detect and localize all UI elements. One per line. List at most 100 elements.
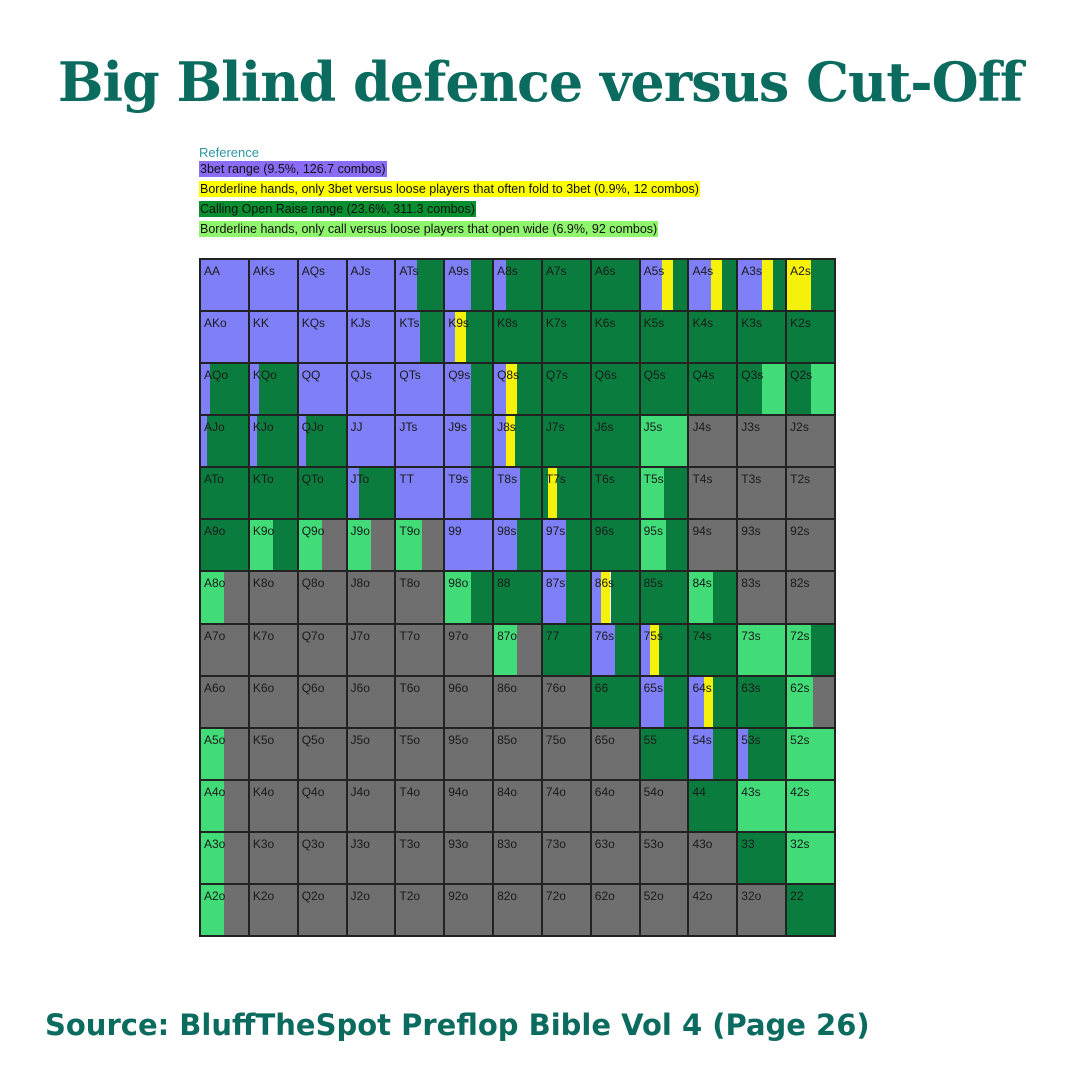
range-segment xyxy=(640,312,688,363)
hand-label: T6s xyxy=(594,472,615,487)
range-segment xyxy=(249,520,274,571)
range-segment xyxy=(640,624,650,675)
hand-cell-Q3o: Q3o xyxy=(297,831,347,884)
hand-label: JJ xyxy=(350,420,363,435)
hand-label: Q6s xyxy=(594,368,617,383)
hand-cell-84o: 84o xyxy=(493,779,542,832)
hand-cell-K2o: K2o xyxy=(248,883,298,936)
hand-cell-J3o: J3o xyxy=(346,831,396,884)
range-segment xyxy=(591,520,639,571)
range-segment xyxy=(640,832,688,883)
range-segment xyxy=(466,312,493,363)
range-segment xyxy=(542,468,548,519)
hand-range-grid: AA AKs AQs AJs ATs A9s A8s A7s A6s A5s A4s A3s A2s AK… xyxy=(199,258,836,937)
range-segment xyxy=(664,468,688,519)
range-segment xyxy=(689,676,704,727)
hand-cell-J2o: J2o xyxy=(346,883,396,936)
hand-label: 96o xyxy=(448,680,469,695)
hand-cell-K6s: K6s xyxy=(590,311,640,364)
hand-label: 63s xyxy=(741,680,761,695)
hand-cell-75o: 75o xyxy=(541,727,591,780)
range-segment xyxy=(396,364,444,415)
hand-label: Q6o xyxy=(301,680,325,695)
hand-cell-65s: 65s xyxy=(639,675,689,728)
hand-label: 74s xyxy=(692,628,712,643)
hand-cell-KQs: KQs xyxy=(297,311,347,364)
hand-cell-K3o: K3o xyxy=(248,831,298,884)
range-segment xyxy=(738,728,748,779)
hand-cell-T2o: T2o xyxy=(395,883,445,936)
range-segment xyxy=(370,520,395,571)
hand-label: KK xyxy=(252,316,269,331)
hand-label: A7s xyxy=(545,264,567,278)
range-segment xyxy=(298,260,346,311)
range-segment xyxy=(298,364,346,415)
hand-cell-66: 66 xyxy=(590,675,640,728)
range-segment xyxy=(347,572,395,623)
hand-label: 98o xyxy=(448,576,469,591)
range-segment xyxy=(722,260,737,311)
range-segment xyxy=(787,312,834,363)
range-segment xyxy=(787,884,834,935)
range-segment xyxy=(542,364,590,415)
hand-label: Q8s xyxy=(497,368,520,383)
hand-label: 83o xyxy=(497,836,518,851)
range-segment xyxy=(591,624,616,675)
hand-cell-77: 77 xyxy=(541,623,591,676)
hand-label: T8s xyxy=(497,472,518,487)
hand-label: AA xyxy=(204,264,221,278)
hand-cell-K4o: K4o xyxy=(248,779,298,832)
range-segment xyxy=(201,676,248,727)
range-segment xyxy=(738,780,786,831)
hand-cell-52o: 52o xyxy=(639,883,689,936)
hand-cell-Q4s: Q4s xyxy=(688,363,738,416)
range-segment xyxy=(640,260,662,311)
hand-cell-72s: 72s xyxy=(786,623,835,676)
range-segment xyxy=(591,572,602,623)
hand-cell-54o: 54o xyxy=(639,779,689,832)
hand-label: Q2o xyxy=(301,888,325,903)
hand-cell-73s: 73s xyxy=(737,623,787,676)
hand-cell-Q9o: Q9o xyxy=(297,519,347,572)
range-segment xyxy=(494,676,541,727)
hand-label: AJo xyxy=(204,420,225,435)
hand-cell-T2s: T2s xyxy=(786,467,835,520)
hand-label: J5o xyxy=(350,732,370,747)
range-segment xyxy=(615,624,639,675)
range-segment xyxy=(298,624,346,675)
hand-cell-74o: 74o xyxy=(541,779,591,832)
range-segment xyxy=(515,416,541,467)
hand-label: K2o xyxy=(252,888,275,903)
range-segment xyxy=(445,832,493,883)
hand-cell-94s: 94s xyxy=(688,519,738,572)
hand-label: 93s xyxy=(741,524,761,539)
hand-cell-J9o: J9o xyxy=(346,519,396,572)
range-segment xyxy=(787,676,813,727)
hand-cell-A9o: A9o xyxy=(200,519,249,572)
hand-label: Q5o xyxy=(301,732,325,747)
source-credit: Source: BluffTheSpot Preflop Bible Vol 4… xyxy=(45,1008,870,1042)
hand-label: ATo xyxy=(204,472,224,487)
range-segment xyxy=(298,728,346,779)
hand-label: 52o xyxy=(643,888,664,903)
hand-label: 72s xyxy=(790,628,810,643)
range-segment xyxy=(517,520,541,571)
range-segment xyxy=(249,728,297,779)
hand-cell-44: 44 xyxy=(688,779,738,832)
hand-label: K4o xyxy=(252,784,275,799)
hand-cell-98s: 98s xyxy=(493,519,542,572)
hand-cell-QTo: QTo xyxy=(297,467,347,520)
hand-cell-98o: 98o xyxy=(444,571,494,624)
hand-cell-42o: 42o xyxy=(688,883,738,936)
range-segment xyxy=(547,468,557,519)
hand-label: K5o xyxy=(252,732,275,747)
hand-cell-95o: 95o xyxy=(444,727,494,780)
hand-cell-63s: 63s xyxy=(737,675,787,728)
range-segment xyxy=(542,572,567,623)
hand-cell-A6o: A6o xyxy=(200,675,249,728)
hand-label: JTs xyxy=(399,420,418,435)
hand-label: 92s xyxy=(790,524,810,539)
hand-label: 75s xyxy=(643,628,663,643)
hand-label: 87s xyxy=(545,576,566,591)
range-segment xyxy=(445,572,471,623)
